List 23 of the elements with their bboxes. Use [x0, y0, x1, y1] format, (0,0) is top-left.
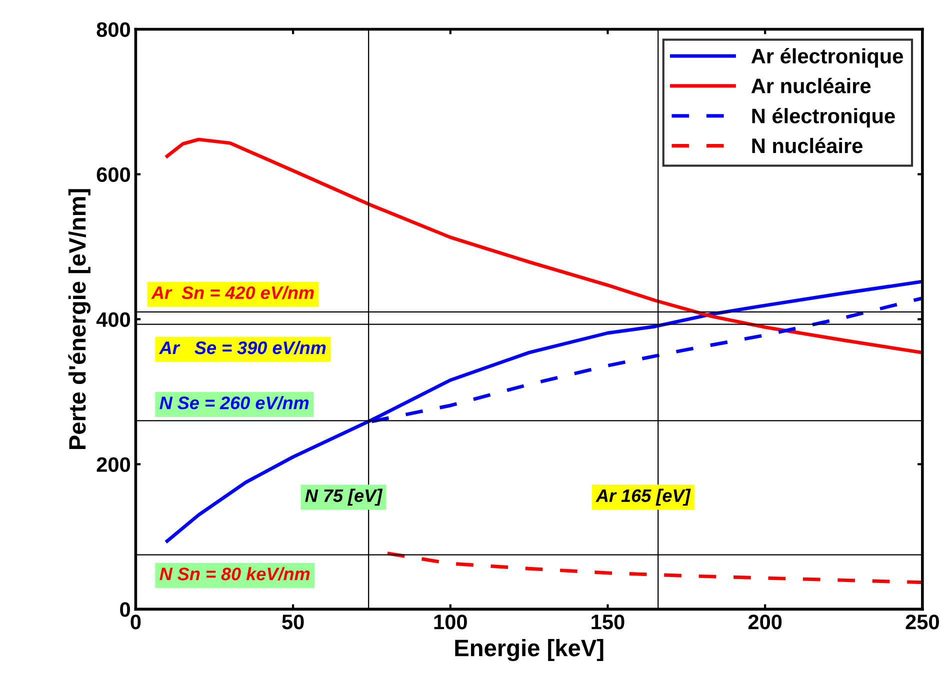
y-tick-label: 800 [96, 22, 130, 38]
legend-label: Ar nucléaire [751, 78, 871, 94]
annotation: Ar Sn = 420 eV/nm [151, 286, 314, 300]
y-tick-label: 0 [120, 602, 130, 617]
x-tick-label: 250 [906, 614, 939, 630]
x-tick-label: 150 [592, 614, 624, 630]
annotation: Ar 165 [eV] [596, 488, 691, 506]
x-tick-label: 200 [748, 614, 782, 630]
annotation: Ar Se = 390 eV/nm [158, 340, 326, 354]
annotation: N Sn = 80 keV/nm [160, 567, 310, 581]
legend-label: Ar électronique [751, 48, 903, 68]
x-tick-label: 0 [130, 614, 141, 630]
y-tick-label: 600 [96, 167, 130, 182]
x-axis-title: Energie [keV] [455, 639, 604, 662]
y-axis-title: Perte d'énergie [eV/nm] [68, 189, 91, 450]
legend-label: N électronique [752, 108, 895, 128]
y-tick-label: 400 [96, 312, 130, 327]
y-tick-label: 200 [96, 457, 130, 472]
legend-label: N nucléaire [752, 138, 862, 154]
x-tick-label: 100 [434, 614, 467, 630]
x-tick-label: 50 [282, 614, 304, 630]
annotation: N 75 [eV] [305, 488, 383, 506]
annotation: N Se = 260 eV/nm [160, 396, 309, 410]
